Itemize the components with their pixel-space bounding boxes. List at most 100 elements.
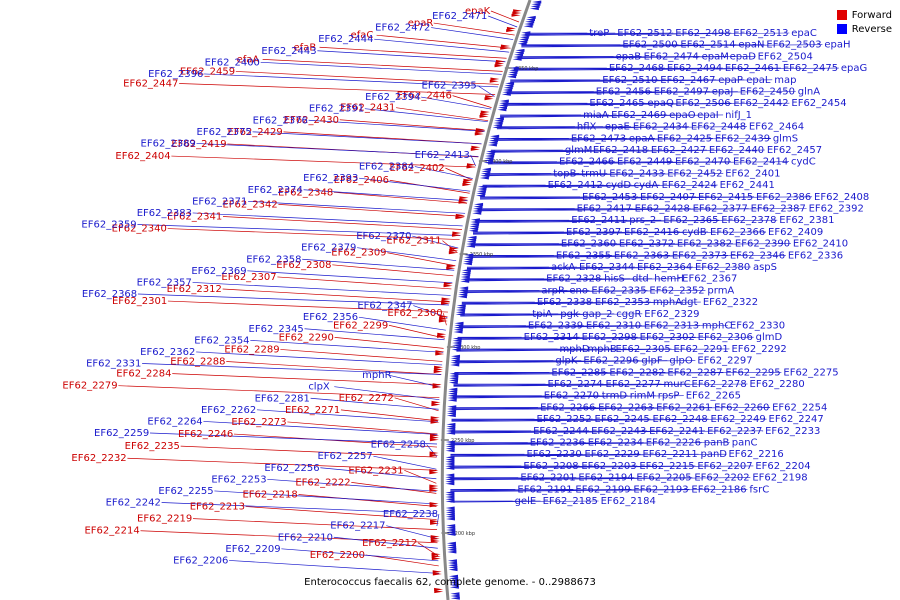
gene-label[interactable]: EF62_2184 — [601, 496, 656, 507]
gene-label[interactable]: EF62_2257 — [317, 451, 372, 462]
gene-label[interactable]: panC — [732, 438, 758, 449]
gene-label[interactable]: EF62_2278 — [692, 379, 747, 390]
gene-label[interactable]: ackA — [551, 262, 575, 273]
gene-label[interactable]: EF62_2514 — [680, 40, 735, 51]
gene-label[interactable]: EF62_2346 — [730, 250, 785, 261]
gene-label[interactable]: EF62_2497 — [654, 87, 709, 98]
gene-label[interactable]: EF62_2418 — [593, 145, 648, 156]
gene-label[interactable]: EF62_2374 — [248, 185, 303, 196]
gene-label[interactable]: EF62_2360 — [561, 239, 616, 250]
gene-label[interactable]: EF62_2417 — [577, 204, 632, 215]
gene-label[interactable]: epaM — [702, 51, 729, 62]
gene-label[interactable]: epaN — [738, 40, 764, 51]
gene-label[interactable]: epaK — [465, 6, 491, 17]
gene-label[interactable]: efaB — [294, 42, 317, 53]
gene-label[interactable]: EF62_2210 — [278, 532, 333, 543]
gene-label[interactable]: EF62_2264 — [147, 416, 202, 427]
gene-label[interactable]: EF62_2413 — [415, 150, 470, 161]
gene-label[interactable]: EF62_2440 — [709, 145, 764, 156]
gene-label[interactable]: EF62_2428 — [635, 204, 690, 215]
gene-label[interactable]: EF62_2358 — [246, 254, 301, 265]
gene-label[interactable]: EF62_2419 — [171, 139, 226, 150]
gene-label[interactable]: EF62_2300 — [387, 308, 442, 319]
gene-label[interactable]: EF62_2475 — [783, 63, 838, 74]
gene-label[interactable]: EF62_2408 — [814, 192, 869, 203]
gene-label[interactable]: EF62_2285 — [551, 367, 606, 378]
gene-label[interactable]: EF62_2287 — [667, 367, 722, 378]
gene-label[interactable]: EF62_2247 — [769, 414, 824, 425]
gene-label[interactable]: cggR — [616, 309, 641, 320]
gene-label[interactable]: EF62_2472 — [375, 23, 430, 34]
gene-label[interactable]: EF62_2468 — [609, 63, 664, 74]
gene-label[interactable]: EF62_2396 — [148, 69, 203, 80]
gene-label[interactable]: gelE — [515, 496, 537, 507]
gene-label[interactable]: EF62_2204 — [755, 461, 810, 472]
gene-label[interactable]: EF62_2439 — [715, 133, 770, 144]
gene-label[interactable]: EF62_2362 — [140, 347, 195, 358]
gene-label[interactable]: gap_2 — [582, 309, 612, 320]
gene-label[interactable]: EF62_2347 — [357, 301, 412, 312]
gene-label[interactable]: EF62_2453 — [582, 192, 637, 203]
gene-label[interactable]: EF62_2186 — [691, 484, 746, 495]
gene-label[interactable]: EF62_2345 — [249, 324, 304, 335]
gene-label[interactable]: EF62_2238 — [383, 509, 438, 520]
gene-label[interactable]: EF62_2500 — [622, 40, 677, 51]
gene-label[interactable]: map — [774, 75, 796, 86]
gene-label[interactable]: EF62_2444 — [318, 34, 373, 45]
gene-label[interactable]: EF62_2309 — [331, 248, 386, 259]
gene-label[interactable]: EF62_2416 — [624, 227, 679, 238]
gene-label[interactable]: EF62_2208 — [523, 461, 578, 472]
gene-label[interactable]: EF62_2245 — [595, 414, 650, 425]
gene-label[interactable]: EF62_2216 — [728, 449, 783, 460]
gene-label[interactable]: EF62_2307 — [221, 272, 276, 283]
gene-label[interactable]: EF62_2232 — [71, 453, 126, 464]
gene-label[interactable]: rpsP — [658, 391, 680, 402]
gene-label[interactable]: nifJ_1 — [725, 110, 752, 121]
gene-label[interactable]: EF62_2289 — [224, 344, 279, 355]
gene-label[interactable]: EF62_2400 — [205, 57, 260, 68]
gene-label[interactable]: EF62_2229 — [584, 449, 639, 460]
gene-label[interactable]: EF62_2387 — [751, 204, 806, 215]
gene-label[interactable]: EF62_2212 — [362, 538, 417, 549]
gene-label[interactable]: dtd — [632, 274, 649, 285]
gene-label[interactable]: miaA — [583, 110, 609, 121]
gene-label[interactable]: EF62_2367 — [682, 274, 737, 285]
gene-label[interactable]: EF62_2234 — [588, 438, 643, 449]
gene-label[interactable]: EF62_2391 — [309, 104, 364, 115]
gene-label[interactable]: EF62_2371 — [192, 196, 247, 207]
gene-label[interactable]: EF62_2382 — [677, 239, 732, 250]
gene-label[interactable]: glpO — [669, 356, 692, 367]
gene-label[interactable]: EF62_2381 — [779, 215, 834, 226]
gene-label[interactable]: EF62_2211 — [642, 449, 697, 460]
gene-label[interactable]: EF62_2254 — [772, 402, 827, 413]
gene-label[interactable]: epaO — [669, 110, 696, 121]
gene-label[interactable]: EF62_2258 — [371, 440, 426, 451]
gene-label[interactable]: EF62_2255 — [158, 486, 213, 497]
gene-label[interactable]: EF62_2291 — [673, 344, 728, 355]
gene-label[interactable]: EF62_2364 — [637, 262, 692, 273]
gene-label[interactable]: EF62_2217 — [330, 521, 385, 532]
gene-label[interactable]: EF62_2471 — [432, 11, 487, 22]
gene-label[interactable]: efaC — [351, 30, 374, 41]
gene-label[interactable]: trmD — [602, 391, 628, 402]
gene-label[interactable]: EF62_2498 — [675, 28, 730, 39]
gene-label[interactable]: hflX — [577, 122, 597, 133]
gene-label[interactable]: EF62_2266 — [540, 402, 595, 413]
gene-label[interactable]: EF62_2494 — [667, 63, 722, 74]
gene-label[interactable]: EF62_2244 — [533, 426, 588, 437]
gene-label[interactable]: EF62_2292 — [731, 344, 786, 355]
gene-label[interactable]: EF62_2299 — [333, 320, 388, 331]
gene-label[interactable]: panD — [700, 449, 727, 460]
gene-label[interactable]: arpR — [541, 285, 565, 296]
gene-label[interactable]: EF62_2201 — [520, 473, 575, 484]
gene-label[interactable]: EF62_2414 — [733, 157, 788, 168]
gene-label[interactable]: EF62_2354 — [194, 335, 249, 346]
gene-label[interactable]: EF62_2336 — [788, 250, 843, 261]
gene-label[interactable]: EF62_2357 — [137, 277, 192, 288]
gene-label[interactable]: EF62_2442 — [733, 98, 788, 109]
gene-label[interactable]: EF62_2270 — [544, 391, 599, 402]
gene-label[interactable]: EF62_2215 — [639, 461, 694, 472]
gene-label[interactable]: EF62_2218 — [242, 489, 297, 500]
gene-label[interactable]: EF62_2265 — [686, 391, 741, 402]
gene-label[interactable]: EF62_2282 — [609, 367, 664, 378]
